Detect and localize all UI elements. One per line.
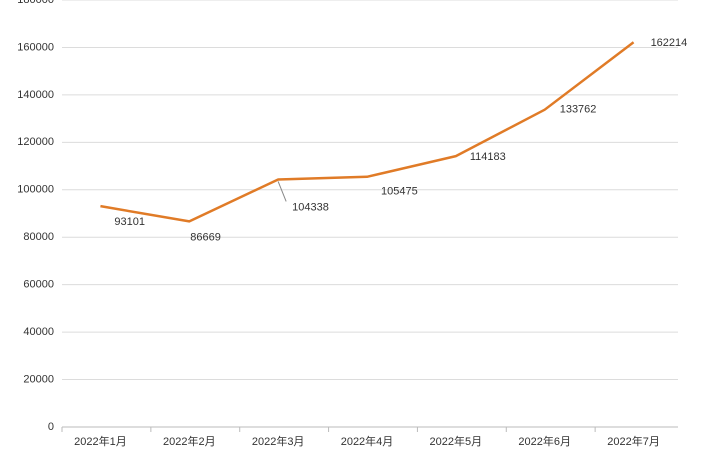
x-tick-label: 2022年7月 bbox=[607, 434, 660, 448]
y-tick-label: 180000 bbox=[17, 0, 54, 6]
data-label: 86669 bbox=[190, 231, 221, 243]
x-tick-label: 2022年5月 bbox=[430, 434, 483, 448]
y-tick-label: 140000 bbox=[17, 89, 54, 101]
data-label: 114183 bbox=[470, 151, 506, 163]
x-tick-label: 2022年1月 bbox=[74, 434, 127, 448]
data-label: 105475 bbox=[381, 186, 418, 198]
y-tick-label: 40000 bbox=[23, 326, 54, 338]
y-tick-label: 100000 bbox=[17, 184, 54, 196]
data-label: 93101 bbox=[114, 216, 145, 228]
y-tick-label: 80000 bbox=[23, 231, 54, 243]
x-tick-label: 2022年2月 bbox=[163, 434, 216, 448]
y-tick-label: 60000 bbox=[23, 279, 54, 291]
y-tick-label: 0 bbox=[48, 421, 54, 433]
leader-line bbox=[277, 181, 287, 202]
x-tick-label: 2022年6月 bbox=[518, 434, 571, 448]
x-tick-label: 2022年4月 bbox=[341, 434, 394, 448]
data-label: 162214 bbox=[651, 37, 688, 49]
y-tick-label: 120000 bbox=[17, 136, 54, 148]
y-tick-label: 160000 bbox=[17, 41, 54, 53]
data-label: 104338 bbox=[292, 201, 329, 213]
x-tick-label: 2022年3月 bbox=[252, 434, 305, 448]
data-label: 133762 bbox=[560, 104, 597, 116]
y-tick-label: 20000 bbox=[23, 373, 54, 385]
line bbox=[100, 41, 635, 223]
